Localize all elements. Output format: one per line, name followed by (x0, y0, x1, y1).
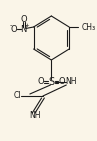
Text: Cl: Cl (14, 92, 22, 101)
Text: NH: NH (65, 78, 77, 86)
Text: +: + (24, 23, 29, 28)
Text: O: O (20, 16, 27, 25)
Text: O: O (58, 78, 65, 86)
Text: N: N (21, 25, 27, 34)
Text: CH₃: CH₃ (81, 23, 95, 31)
Text: -: - (9, 23, 12, 28)
Text: O: O (38, 78, 44, 86)
Text: S: S (48, 77, 54, 87)
Text: O: O (10, 25, 17, 34)
Text: NH: NH (30, 112, 41, 121)
